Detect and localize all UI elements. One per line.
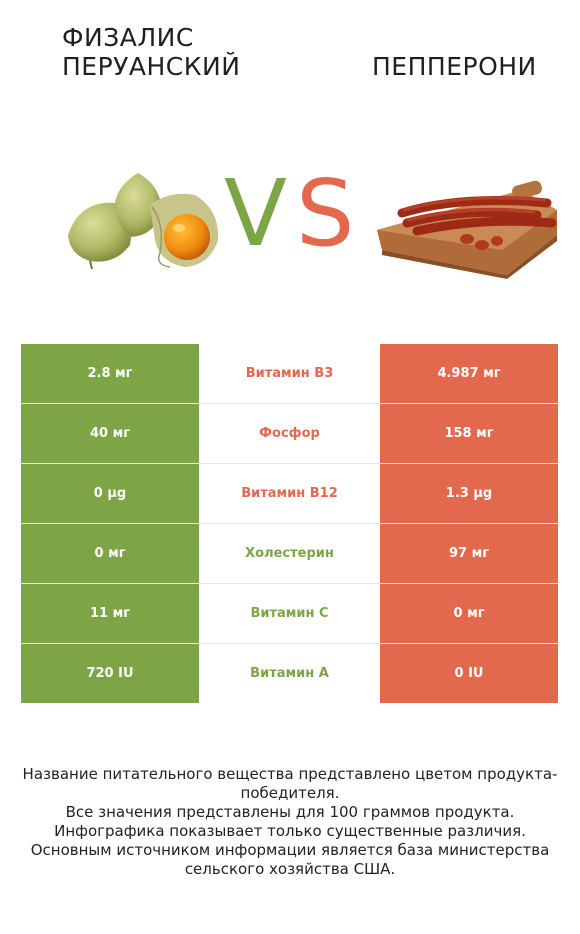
nutrient-name-cell: Витамин C xyxy=(201,584,378,643)
right-value-cell: 97 мг xyxy=(380,524,558,583)
footer-line: Название питательного вещества представл… xyxy=(22,765,558,802)
right-product-title: ПЕППЕРОНИ xyxy=(372,52,537,81)
left-value-cell: 2.8 мг xyxy=(21,344,199,403)
table-row: 2.8 мг Витамин B3 4.987 мг xyxy=(21,344,558,403)
right-value-cell: 0 мг xyxy=(380,584,558,643)
table-row: 0 µg Витамин B12 1.3 µg xyxy=(21,464,558,523)
left-product-title: ФИЗАЛИС ПЕРУАНСКИЙ xyxy=(62,23,241,81)
row-separator xyxy=(21,643,558,644)
left-value-cell: 0 мг xyxy=(21,524,199,583)
left-value-cell: 40 мг xyxy=(21,404,199,463)
row-separator xyxy=(21,463,558,464)
table-row: 0 мг Холестерин 97 мг xyxy=(21,524,558,583)
nutrient-name-cell: Витамин A xyxy=(201,644,378,703)
footer-line: Инфографика показывает только существенн… xyxy=(54,822,526,840)
table-row: 40 мг Фосфор 158 мг xyxy=(21,404,558,463)
left-value-cell: 720 IU xyxy=(21,644,199,703)
row-separator xyxy=(21,523,558,524)
footer-line: Все значения представлены для 100 граммо… xyxy=(65,803,515,821)
physalis-fruit-icon xyxy=(68,173,219,270)
vs-letter-s: S xyxy=(296,160,355,267)
right-value-cell: 4.987 мг xyxy=(380,344,558,403)
nutrient-name-cell: Холестерин xyxy=(201,524,378,583)
right-value-cell: 0 IU xyxy=(380,644,558,703)
nutrient-name-cell: Витамин B3 xyxy=(201,344,378,403)
left-value-cell: 11 мг xyxy=(21,584,199,643)
row-separator xyxy=(21,583,558,584)
footer-line: Основным источником информации является … xyxy=(30,841,550,878)
right-value-cell: 1.3 µg xyxy=(380,464,558,523)
footer-notes: Название питательного вещества представл… xyxy=(20,765,560,879)
nutrient-name-cell: Витамин B12 xyxy=(201,464,378,523)
vs-letter-v: V xyxy=(224,160,287,267)
left-value-cell: 0 µg xyxy=(21,464,199,523)
pepperoni-sausage-icon xyxy=(377,180,557,279)
right-value-cell: 158 мг xyxy=(380,404,558,463)
row-separator xyxy=(21,403,558,404)
nutrient-name-cell: Фосфор xyxy=(201,404,378,463)
